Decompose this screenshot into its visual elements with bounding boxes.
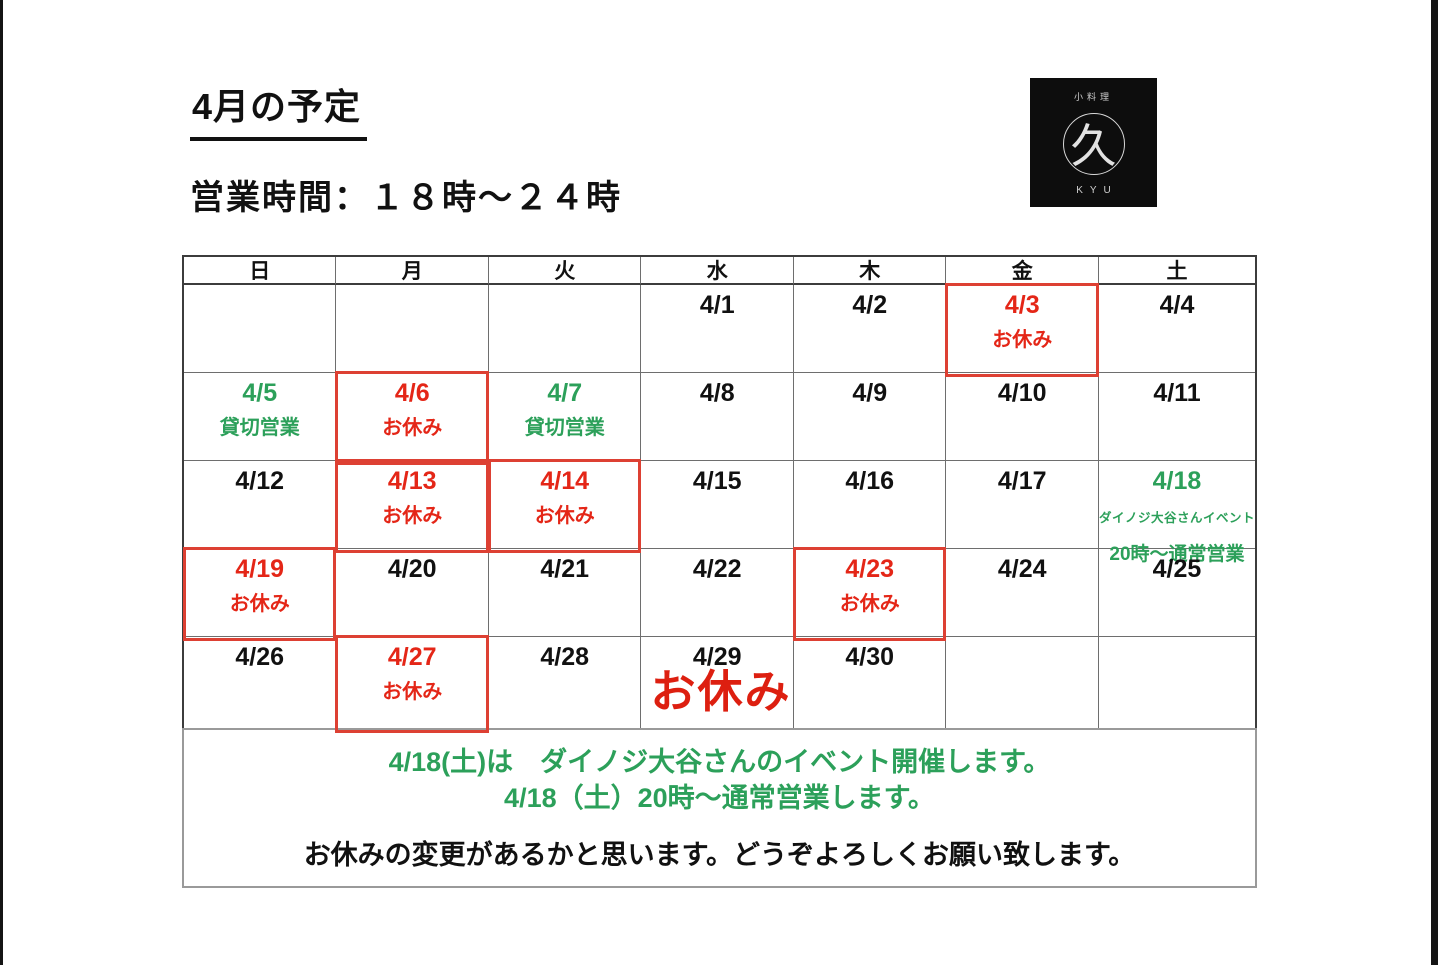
- weekday-header: 金: [946, 257, 1099, 285]
- cell-event-note-large: 20時〜通常営業: [1109, 544, 1245, 565]
- weekday-header: 水: [641, 257, 794, 285]
- cell-note: 貸切営業: [524, 417, 605, 439]
- cell-note: お休み: [382, 417, 443, 439]
- calendar-cell: 4/2: [793, 285, 947, 373]
- cell-date: 4/6: [394, 379, 430, 407]
- calendar-cell: [488, 285, 642, 373]
- weekday-header: 月: [336, 257, 489, 285]
- calendar-cell: 4/24: [946, 549, 1099, 637]
- business-hours: 営業時間：１８時〜２４時: [190, 179, 622, 217]
- calendar-cell: [1099, 637, 1255, 728]
- cell-date: 4/11: [1153, 379, 1201, 407]
- cell-date: 4/19: [235, 555, 285, 583]
- cell-note: お休み: [382, 681, 443, 703]
- cell-event-note-small: ダイノジ大谷さんイベント: [1098, 511, 1255, 525]
- calendar-cell: 4/19 お休み: [182, 547, 337, 641]
- calendar-cell: 4/30: [794, 637, 947, 728]
- calendar-cell: 4/27 お休み: [335, 635, 489, 733]
- weekday-header: 土: [1098, 257, 1255, 285]
- cell-date: 4/26: [235, 643, 285, 671]
- page-title: 4月の予定: [190, 78, 368, 141]
- cell-date: 4/29: [692, 643, 742, 671]
- cell-date: 4/4: [1159, 291, 1195, 319]
- calendar-cell: [184, 285, 337, 373]
- weekday-header: 火: [488, 257, 642, 285]
- calendar-cell: 4/16: [793, 461, 947, 549]
- cell-date: 4/10: [997, 379, 1047, 407]
- cell-date: 4/15: [692, 467, 742, 495]
- calendar-cell: 4/10: [946, 373, 1099, 461]
- calendar-cell: 4/18 ダイノジ大谷さんイベント 20時〜通常営業: [1098, 461, 1255, 565]
- cell-date: 4/13: [387, 467, 437, 495]
- footer-notice-line: お休みの変更があるかと思います。どうぞよろしくお願い致します。: [303, 840, 1136, 871]
- cell-date: 4/5: [242, 379, 278, 407]
- logo-bottom-label: KYU: [1076, 185, 1118, 196]
- calendar-cell: 4/7 貸切営業: [488, 373, 642, 461]
- logo-circle-icon: [1062, 113, 1125, 175]
- photo-edge-left: [0, 0, 3, 965]
- cell-date: 4/18: [1152, 467, 1202, 495]
- cell-date: 4/7: [547, 379, 583, 407]
- cell-date: 4/9: [852, 379, 888, 407]
- cell-note: お休み: [534, 505, 595, 527]
- restaurant-logo: 小料理 久 KYU: [1030, 78, 1157, 207]
- cell-date: 4/8: [699, 379, 735, 407]
- cell-date: 4/28: [540, 643, 590, 671]
- cell-note: お休み: [229, 593, 290, 615]
- calendar-cell: 4/21: [488, 549, 642, 637]
- cell-date: 4/27: [387, 643, 437, 671]
- logo-top-label: 小料理: [1073, 92, 1113, 102]
- cell-date: 4/22: [692, 555, 742, 583]
- cell-note: お休み: [839, 593, 900, 615]
- cell-date: 4/3: [1004, 291, 1040, 319]
- calendar-cell: 4/11: [1098, 373, 1255, 461]
- calendar-cell: 4/1: [641, 285, 794, 373]
- cell-date: 4/24: [997, 555, 1047, 583]
- closed-overlay-note: お休み: [650, 666, 792, 717]
- cell-date: 4/16: [845, 467, 895, 495]
- calendar-cell: 4/15: [641, 461, 794, 549]
- cell-date: 4/21: [540, 555, 590, 583]
- logo-circle-mark: 久: [1062, 113, 1125, 175]
- cell-date: 4/20: [387, 555, 437, 583]
- photo-edge-right: [1431, 0, 1438, 965]
- cell-date: 4/30: [845, 643, 895, 671]
- calendar-cell: [336, 285, 489, 373]
- calendar-cell: 4/14 お休み: [487, 459, 642, 553]
- cell-date: 4/12: [235, 467, 285, 495]
- calendar-cell: [946, 637, 1099, 728]
- cell-date: 4/1: [699, 291, 735, 319]
- footer-event-line1: 4/18(土)は ダイノジ大谷さんのイベント開催します。: [388, 746, 1051, 777]
- weekday-header: 木: [793, 257, 947, 285]
- weekday-header: 日: [184, 257, 337, 285]
- calendar-cell: 4/17: [946, 461, 1099, 549]
- calendar-cell: 4/25: [1098, 549, 1255, 637]
- cell-note: お休み: [992, 329, 1053, 351]
- cell-date: 4/14: [540, 467, 590, 495]
- calendar-cell: 4/23 お休み: [792, 547, 947, 641]
- calendar-cell: 4/22: [641, 549, 794, 637]
- calendar-cell: 4/13 お休み: [335, 459, 489, 553]
- cell-date: 4/2: [852, 291, 888, 319]
- calendar-cell: 4/5 貸切営業: [184, 373, 337, 461]
- calendar-cell: 4/29: [641, 637, 794, 728]
- calendar-cell: 4/20: [336, 549, 489, 637]
- calendar-cell: 4/26: [184, 637, 337, 728]
- calendar-cell: 4/4: [1098, 285, 1255, 373]
- cell-date: 4/23: [845, 555, 895, 583]
- calendar-cell: 4/28: [489, 637, 642, 728]
- cell-date: 4/25: [1152, 555, 1202, 583]
- footer-event-line2: 4/18（土）20時〜通常営業します。: [504, 782, 935, 813]
- calendar-cell: 4/9: [793, 373, 947, 461]
- calendar-cell: 4/6 お休み: [335, 371, 489, 465]
- calendar-cell: 4/8: [641, 373, 794, 461]
- calendar-cell: 4/12: [184, 461, 337, 549]
- logo-kanji: 久: [1070, 121, 1117, 172]
- cell-note: 貸切営業: [219, 417, 300, 439]
- footer-notice-box: 4/18(土)は ダイノジ大谷さんのイベント開催します。 4/18（土）20時〜…: [182, 728, 1257, 888]
- cell-note: お休み: [382, 505, 443, 527]
- cell-date: 4/17: [997, 467, 1047, 495]
- calendar-cell: 4/3 お休み: [945, 283, 1100, 377]
